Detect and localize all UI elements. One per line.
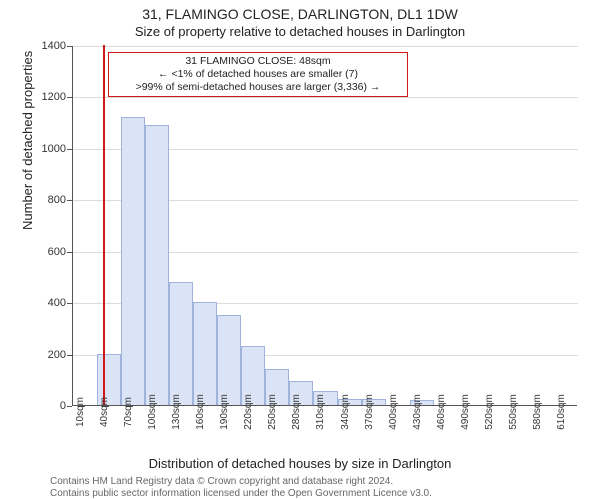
footer-line2: Contains public sector information licen… xyxy=(50,488,432,500)
annotation-line2: ← <1% of detached houses are smaller (7) xyxy=(113,68,403,81)
x-tick-label: 580sqm xyxy=(532,394,543,430)
x-tick-label: 10sqm xyxy=(75,397,86,427)
y-tick-mark xyxy=(67,303,72,304)
x-tick-label: 190sqm xyxy=(219,394,230,430)
y-tick-label: 1400 xyxy=(16,40,66,52)
y-tick-mark xyxy=(67,355,72,356)
x-tick-label: 490sqm xyxy=(460,394,471,430)
gridline xyxy=(73,46,578,47)
y-tick-label: 600 xyxy=(16,246,66,258)
x-tick-label: 100sqm xyxy=(147,394,158,430)
x-tick-label: 400sqm xyxy=(388,394,399,430)
marker-line xyxy=(103,45,105,405)
chart-subtitle: Size of property relative to detached ho… xyxy=(0,24,600,39)
gridline xyxy=(73,97,578,98)
x-axis-label: Distribution of detached houses by size … xyxy=(0,456,600,471)
histogram-bar xyxy=(121,117,145,405)
y-tick-mark xyxy=(67,97,72,98)
y-tick-mark xyxy=(67,149,72,150)
x-tick-label: 370sqm xyxy=(364,394,375,430)
chart-title: 31, FLAMINGO CLOSE, DARLINGTON, DL1 1DW xyxy=(0,6,600,22)
y-tick-mark xyxy=(67,252,72,253)
histogram-bar xyxy=(217,315,241,405)
x-tick-label: 610sqm xyxy=(556,394,567,430)
histogram-bar xyxy=(169,282,193,405)
x-tick-label: 460sqm xyxy=(436,394,447,430)
footer-attribution: Contains HM Land Registry data © Crown c… xyxy=(50,476,432,500)
x-tick-label: 280sqm xyxy=(291,394,302,430)
annotation-box: 31 FLAMINGO CLOSE: 48sqm ← <1% of detach… xyxy=(108,52,408,97)
x-tick-label: 130sqm xyxy=(171,394,182,430)
y-tick-label: 200 xyxy=(16,349,66,361)
x-tick-label: 70sqm xyxy=(123,397,134,427)
x-tick-label: 40sqm xyxy=(99,397,110,427)
y-tick-label: 0 xyxy=(16,400,66,412)
histogram-bar xyxy=(193,302,217,405)
y-tick-label: 1200 xyxy=(16,91,66,103)
y-tick-mark xyxy=(67,46,72,47)
x-tick-label: 520sqm xyxy=(484,394,495,430)
x-tick-label: 220sqm xyxy=(243,394,254,430)
x-tick-label: 250sqm xyxy=(267,394,278,430)
y-tick-label: 800 xyxy=(16,194,66,206)
footer-line1: Contains HM Land Registry data © Crown c… xyxy=(50,476,432,488)
plot-area xyxy=(72,46,577,406)
annotation-line3: >99% of semi-detached houses are larger … xyxy=(113,81,403,94)
histogram-bar xyxy=(145,125,169,405)
y-tick-label: 400 xyxy=(16,297,66,309)
x-tick-label: 550sqm xyxy=(508,394,519,430)
x-tick-label: 160sqm xyxy=(195,394,206,430)
x-tick-label: 430sqm xyxy=(412,394,423,430)
x-tick-label: 310sqm xyxy=(315,394,326,430)
y-tick-mark xyxy=(67,200,72,201)
y-tick-mark xyxy=(67,406,72,407)
x-tick-label: 340sqm xyxy=(340,394,351,430)
y-tick-label: 1000 xyxy=(16,143,66,155)
annotation-line1: 31 FLAMINGO CLOSE: 48sqm xyxy=(113,55,403,68)
